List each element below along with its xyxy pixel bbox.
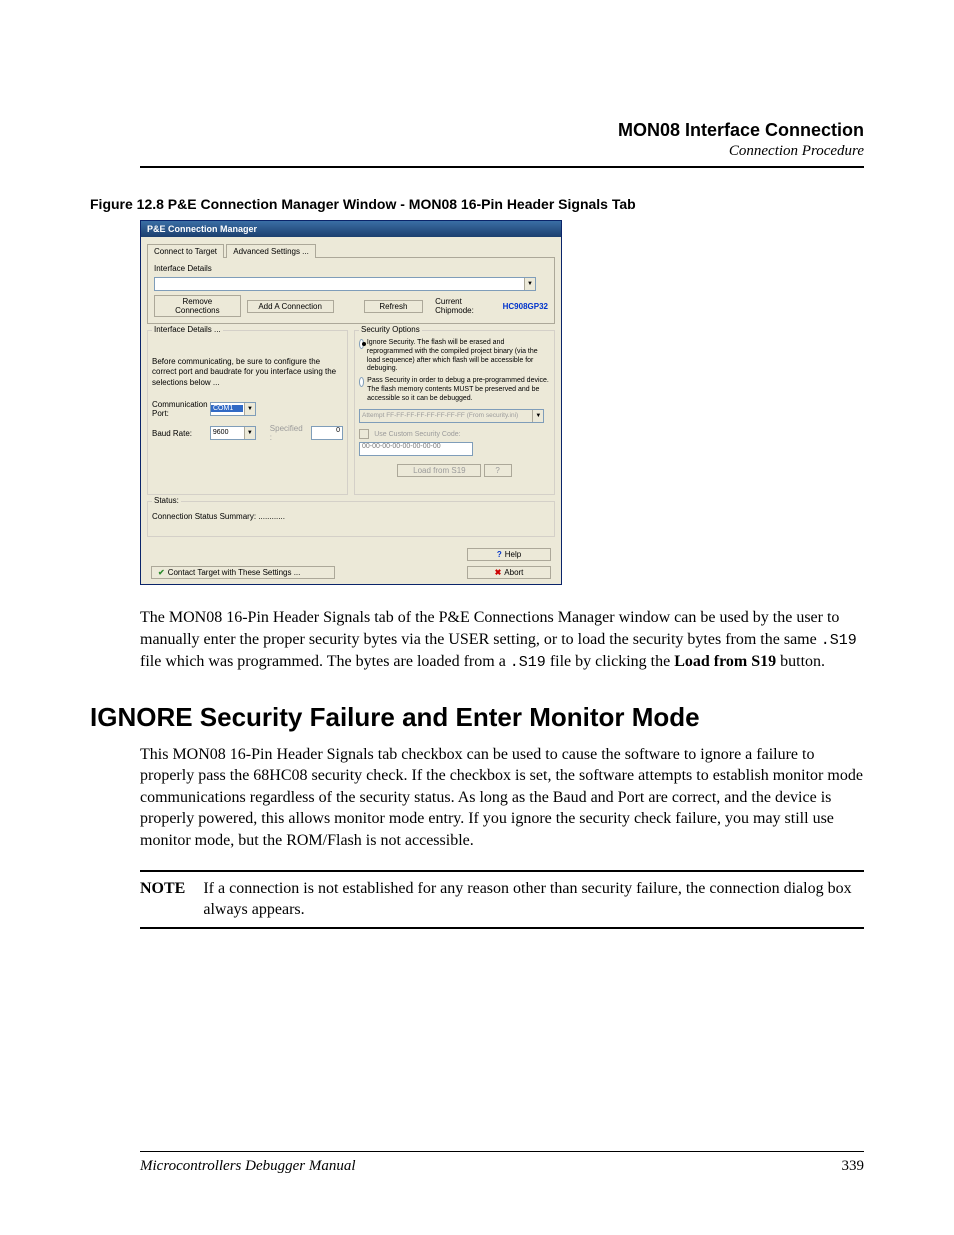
p1-c: file by clicking the [546, 653, 674, 670]
p1-a: The MON08 16-Pin Header Signals tab of t… [140, 609, 839, 648]
page-header: MON08 Interface Connection Connection Pr… [140, 120, 864, 160]
screenshot-window: P&E Connection Manager Connect to Target… [140, 220, 562, 585]
close-icon: ✖ [495, 568, 502, 577]
sec-legend: Security Options [359, 325, 422, 334]
p1-bold: Load from S19 [674, 653, 776, 670]
radio1-label: Ignore Security. The flash will be erase… [367, 339, 550, 374]
specified-input[interactable]: 0 [311, 426, 343, 440]
status-fieldset: Status: Connection Status Summary: .....… [147, 501, 555, 537]
remove-connections-button[interactable]: Remove Connections [154, 295, 241, 317]
status-summary: Connection Status Summary: ............ [152, 512, 550, 521]
security-options-fieldset: Security Options Ignore Security. The fl… [354, 330, 555, 495]
p1-code2: .S19 [510, 654, 546, 671]
tab-strip: Connect to Target Advanced Settings ... [141, 237, 561, 257]
chevron-down-icon: ▼ [244, 427, 255, 439]
contact-label: Contact Target with These Settings ... [168, 568, 301, 577]
baud-value: 9600 [211, 429, 229, 436]
p1-b: file which was programmed. The bytes are… [140, 653, 510, 670]
contact-target-button[interactable]: ✔Contact Target with These Settings ... [151, 566, 335, 579]
chipmode-value: HC908GP32 [503, 302, 548, 311]
section-heading: IGNORE Security Failure and Enter Monito… [90, 701, 864, 734]
note-rule-bottom [140, 927, 864, 929]
comm-port-value: COM1 [211, 405, 243, 412]
use-custom-label: Use Custom Security Code: [374, 431, 460, 438]
radio-ignore-security[interactable] [359, 339, 364, 349]
header-rule [140, 166, 864, 168]
p1-code1: .S19 [821, 632, 857, 649]
figure-caption: Figure 12.8 P&E Connection Manager Windo… [90, 196, 864, 212]
paragraph-2: This MON08 16-Pin Header Signals tab che… [140, 744, 864, 852]
p1-d: button. [776, 653, 825, 670]
action-row: ✔Contact Target with These Settings ... … [141, 566, 561, 584]
chevron-down-icon: ▼ [244, 403, 255, 415]
note-rule-top [140, 870, 864, 872]
radio2-label: Pass Security in order to debug a pre-pr… [367, 377, 550, 403]
baud-label: Baud Rate: [152, 429, 206, 438]
comm-port-dropdown[interactable]: COM1 ▼ [210, 402, 256, 416]
load-from-s19-button[interactable]: Load from S19 [397, 464, 481, 477]
check-icon: ✔ [158, 568, 165, 577]
question-icon: ? [497, 550, 502, 559]
iface-legend: Interface Details ... [152, 325, 223, 334]
header-title: MON08 Interface Connection [140, 120, 864, 141]
footer-page: 339 [842, 1158, 865, 1175]
window-titlebar: P&E Connection Manager [141, 221, 561, 237]
main-panel: Interface Details ▼ Remove Connections A… [147, 257, 555, 324]
abort-button[interactable]: ✖Abort [467, 566, 551, 579]
add-connection-button[interactable]: Add A Connection [247, 300, 334, 313]
specified-label: Specified : [270, 424, 307, 442]
help-button[interactable]: ?Help [467, 548, 551, 561]
footer-manual: Microcontrollers Debugger Manual [140, 1158, 356, 1175]
radio-pass-security[interactable] [359, 377, 364, 387]
baud-dropdown[interactable]: 9600 ▼ [210, 426, 256, 440]
document-page: MON08 Interface Connection Connection Pr… [0, 0, 954, 1235]
page-footer: Microcontrollers Debugger Manual 339 [140, 1143, 864, 1175]
custom-code-input[interactable]: 00-00-00-00-00-00-00-00 [359, 442, 473, 456]
note-label: NOTE [140, 878, 185, 921]
header-subtitle: Connection Procedure [140, 143, 864, 160]
paragraph-1: The MON08 16-Pin Header Signals tab of t… [140, 607, 864, 673]
chevron-down-icon: ▼ [524, 278, 535, 290]
interface-details-fieldset: Interface Details ... Before communicati… [147, 330, 348, 495]
chevron-down-icon: ▼ [532, 410, 543, 422]
comm-port-label: Communication Port: [152, 400, 206, 418]
help-label: Help [505, 550, 521, 559]
note-block: NOTE If a connection is not established … [140, 878, 864, 921]
status-legend: Status: [152, 496, 181, 505]
refresh-button[interactable]: Refresh [364, 300, 423, 313]
iface-instruction: Before communicating, be sure to configu… [152, 357, 343, 388]
security-attempt-dropdown[interactable]: Attempt FF-FF-FF-FF-FF-FF-FF-FF (From se… [359, 409, 544, 423]
tab-advanced[interactable]: Advanced Settings ... [226, 244, 316, 258]
use-custom-checkbox[interactable] [359, 429, 369, 439]
help-q-button[interactable]: ? [484, 464, 512, 477]
chipmode-label: Current Chipmode: [435, 297, 496, 315]
footer-rule [140, 1151, 864, 1152]
tab-connect[interactable]: Connect to Target [147, 244, 224, 258]
abort-label: Abort [504, 568, 523, 577]
sec-dd-value: Attempt FF-FF-FF-FF-FF-FF-FF-FF (From se… [360, 412, 518, 419]
note-text: If a connection is not established for a… [203, 878, 864, 921]
iface-details-label: Interface Details [154, 264, 548, 273]
interface-dropdown[interactable]: ▼ [154, 277, 536, 291]
help-row: ?Help [141, 543, 561, 566]
